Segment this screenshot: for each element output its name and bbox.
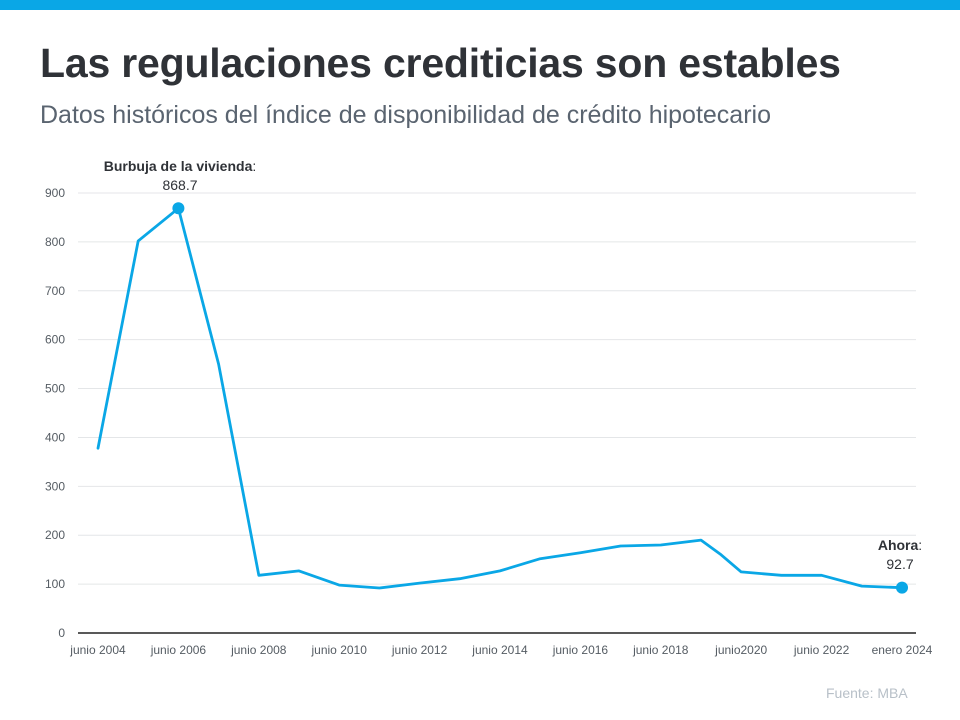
annotation-label-1: Ahora: [878, 537, 922, 553]
y-tick-label-700: 700 [45, 284, 65, 298]
annotation-value-0: 868.7 [162, 177, 197, 193]
source-note: Fuente: MBA [826, 685, 908, 701]
top-accent-bar [0, 0, 960, 10]
y-tick-label-600: 600 [45, 333, 65, 347]
y-tick-label-400: 400 [45, 430, 65, 444]
x-tick-label-8: junio2020 [714, 643, 767, 657]
y-tick-label-900: 900 [45, 186, 65, 200]
series-line-0 [96, 206, 904, 590]
y-tick-label-500: 500 [45, 382, 65, 396]
x-tick-label-2: junio 2008 [230, 643, 287, 657]
annotation-marker-1 [896, 581, 908, 594]
y-tick-label-100: 100 [45, 577, 65, 591]
annotation-value-1: 92.7 [886, 556, 913, 572]
x-tick-label-4: junio 2012 [391, 643, 448, 657]
y-tick-label-800: 800 [45, 235, 65, 249]
x-tick-label-0: junio 2004 [69, 643, 126, 657]
x-tick-label-1: junio 2006 [150, 643, 207, 657]
x-tick-label-10: enero 2024 [872, 643, 933, 657]
x-tick-label-7: junio 2018 [632, 643, 689, 657]
annotation-marker-0 [172, 202, 185, 215]
annotation-label-0: Burbuja de la vivienda: [104, 158, 257, 174]
y-tick-label-300: 300 [45, 479, 65, 493]
x-tick-label-6: junio 2016 [552, 643, 609, 657]
y-tick-label-0: 0 [58, 626, 65, 640]
x-tick-label-9: junio 2022 [793, 643, 850, 657]
chart-subtitle: Datos históricos del índice de disponibi… [40, 101, 771, 129]
x-tick-label-5: junio 2014 [471, 643, 528, 657]
chart-title: Las regulaciones crediticias son estable… [40, 40, 841, 86]
x-tick-label-3: junio 2010 [311, 643, 368, 657]
y-tick-label-200: 200 [45, 528, 65, 542]
